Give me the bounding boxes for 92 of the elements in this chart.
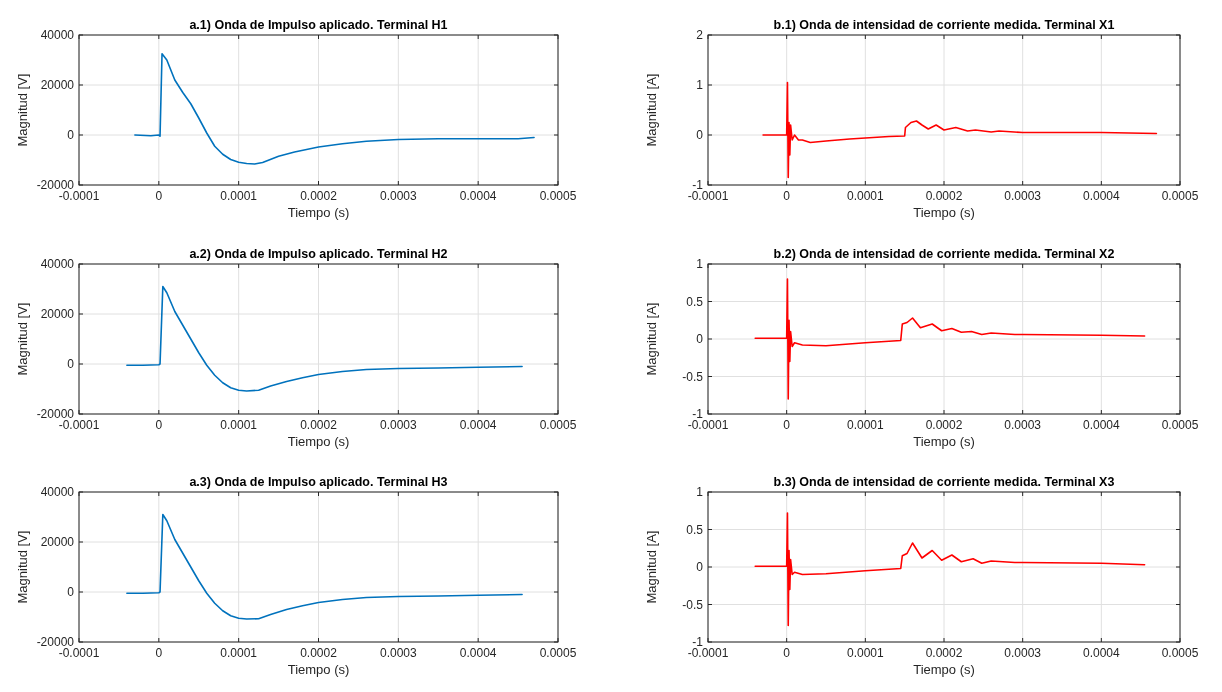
x-tick-label: 0.0002 xyxy=(300,189,338,203)
chart-title: a.3) Onda de Impulso aplicado. Terminal H3 xyxy=(189,475,448,489)
x-tick-label: 0.0003 xyxy=(1004,189,1042,203)
x-tick-label: 0.0001 xyxy=(846,418,885,432)
x-tick-label: 0.0002 xyxy=(925,646,963,660)
x-tick-label: 0.0004 xyxy=(459,418,497,432)
y-tick-label: 20000 xyxy=(40,307,75,321)
x-tick-label: 0.0004 xyxy=(1082,418,1121,432)
x-tick-label: 0.0002 xyxy=(300,418,338,432)
chart-title: b.1) Onda de intensidad de corriente medida. Terminal X1 xyxy=(773,18,1115,32)
x-tick-label: -0.0001 xyxy=(687,646,729,660)
x-tick-label: 0.0003 xyxy=(379,418,418,432)
y-tick-label: -1 xyxy=(692,407,704,421)
x-tick-label: 0.0004 xyxy=(459,646,497,660)
y-tick-label: 1 xyxy=(696,257,704,271)
x-tick-label: 0.0001 xyxy=(220,189,258,203)
y-tick-label: -0.5 xyxy=(682,597,704,612)
x-axis-title: Tiempo (s) xyxy=(287,434,350,449)
x-tick-label: 0.0001 xyxy=(220,418,258,432)
chart-title: a.1) Onda de Impulso aplicado. Terminal H1 xyxy=(189,18,448,32)
x-axis-title: Tiempo (s) xyxy=(913,434,975,449)
y-tick-label: 0 xyxy=(67,357,75,371)
chart-title: b.2) Onda de intensidad de corriente medida. Terminal X2 xyxy=(773,247,1115,261)
x-tick-label: -0.0001 xyxy=(687,189,729,203)
y-tick-label: 0 xyxy=(696,332,704,346)
y-tick-label: -20000 xyxy=(36,178,75,192)
y-tick-label: 40000 xyxy=(40,485,75,499)
x-tick-label: 0 xyxy=(783,189,791,203)
x-tick-label: 0.0001 xyxy=(846,646,885,660)
x-tick-label: 0.0001 xyxy=(846,189,885,203)
x-tick-label: 0.0003 xyxy=(1004,418,1042,432)
x-axis-title: Tiempo (s) xyxy=(913,662,975,677)
y-axis-title: Magnitud [V] xyxy=(15,530,30,604)
y-tick-label: 1 xyxy=(696,485,704,499)
x-tick-label: -0.0001 xyxy=(58,646,100,660)
x-tick-label: 0.0005 xyxy=(539,189,577,203)
x-tick-label: -0.0001 xyxy=(687,418,729,432)
y-tick-label: -1 xyxy=(692,178,704,192)
x-tick-label: 0.0001 xyxy=(220,646,258,660)
y-tick-label: -1 xyxy=(692,635,704,649)
y-tick-label: 1 xyxy=(696,78,704,92)
line-series xyxy=(754,512,1146,627)
y-tick-label: -20000 xyxy=(36,635,75,649)
x-tick-label: 0 xyxy=(155,646,163,660)
x-tick-label: 0.0004 xyxy=(1082,646,1121,660)
x-tick-label: 0.0004 xyxy=(459,189,497,203)
x-tick-label: 0.0004 xyxy=(1082,189,1121,203)
y-tick-label: 0.5 xyxy=(686,522,704,537)
y-tick-label: 20000 xyxy=(40,78,75,92)
x-tick-label: 0 xyxy=(783,418,791,432)
y-axis-title: Magnitud [V] xyxy=(15,73,30,147)
line-series xyxy=(126,285,523,392)
x-tick-label: 0.0005 xyxy=(1161,418,1199,432)
y-tick-label: 0 xyxy=(696,560,704,574)
x-tick-label: 0.0003 xyxy=(379,646,418,660)
y-tick-label: -20000 xyxy=(36,407,75,421)
y-tick-label: 2 xyxy=(696,28,704,42)
x-tick-label: 0 xyxy=(783,646,791,660)
y-axis-title: Magnitud [A] xyxy=(644,530,659,604)
x-tick-label: 0.0005 xyxy=(539,418,577,432)
x-tick-label: 0.0003 xyxy=(379,189,418,203)
y-tick-label: 0 xyxy=(67,128,75,142)
y-tick-label: 0.5 xyxy=(686,294,704,309)
y-tick-label: 20000 xyxy=(40,535,75,549)
x-tick-label: 0 xyxy=(155,189,163,203)
line-series xyxy=(754,278,1146,400)
x-tick-label: 0.0003 xyxy=(1004,646,1042,660)
line-series xyxy=(762,81,1158,179)
y-tick-label: 40000 xyxy=(40,28,75,42)
x-tick-label: 0.0005 xyxy=(1161,189,1199,203)
x-tick-label: -0.0001 xyxy=(58,418,100,432)
line-series xyxy=(134,52,535,165)
x-tick-label: 0.0002 xyxy=(300,646,338,660)
x-tick-label: 0.0005 xyxy=(1161,646,1199,660)
y-axis-title: Magnitud [A] xyxy=(644,302,659,376)
y-axis-title: Magnitud [V] xyxy=(15,302,30,376)
chart-title: b.3) Onda de intensidad de corriente medida. Terminal X3 xyxy=(773,475,1115,489)
x-axis-title: Tiempo (s) xyxy=(913,205,975,220)
x-tick-label: 0.0002 xyxy=(925,418,963,432)
line-series xyxy=(126,513,523,620)
y-tick-label: 40000 xyxy=(40,257,75,271)
y-tick-label: 0 xyxy=(67,585,75,599)
y-tick-label: -0.5 xyxy=(682,369,704,384)
x-tick-label: -0.0001 xyxy=(58,189,100,203)
x-tick-label: 0.0005 xyxy=(539,646,577,660)
chart-title: a.2) Onda de Impulso aplicado. Terminal H2 xyxy=(189,247,448,261)
x-axis-title: Tiempo (s) xyxy=(287,205,350,220)
x-axis-title: Tiempo (s) xyxy=(287,662,350,677)
y-axis-title: Magnitud [A] xyxy=(644,73,659,147)
y-tick-label: 0 xyxy=(696,128,704,142)
x-tick-label: 0 xyxy=(155,418,163,432)
x-tick-label: 0.0002 xyxy=(925,189,963,203)
